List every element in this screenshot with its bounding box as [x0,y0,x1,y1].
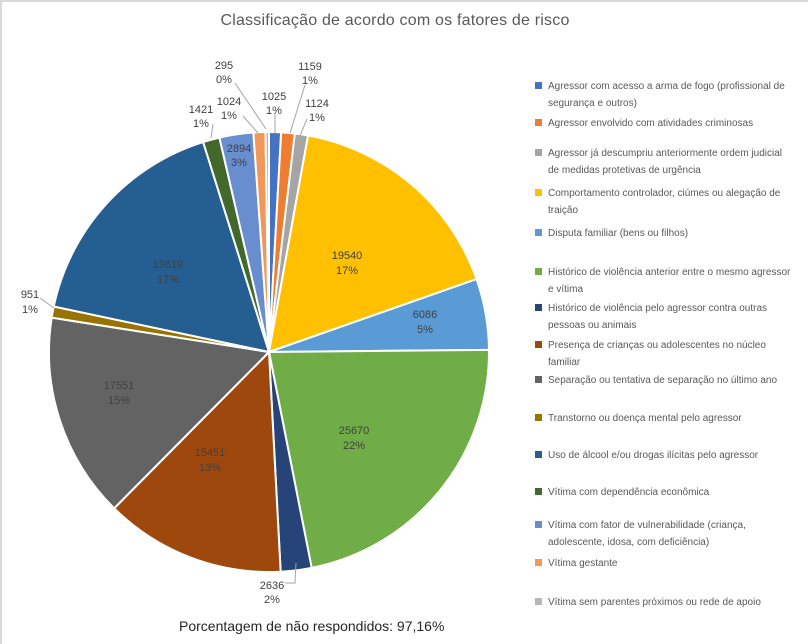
legend-swatch-icon [535,559,542,566]
leader-line [289,84,306,134]
pie-slice [52,141,270,353]
slice-pct-label: 22% [343,440,365,452]
legend-swatch-icon [535,304,542,311]
slice-value-label: 6086 [413,309,437,321]
legend-label: Agressor já descumpriu anteriormente ord… [548,148,782,176]
legend-swatch-icon [535,598,542,605]
legend-swatch-icon [535,341,542,348]
leader-line [234,82,267,130]
legend-label: Agressor envolvido com atividades crimin… [548,118,754,129]
legend-label: Presença de crianças ou adolescentes no … [548,340,766,368]
slice-pct-label: 0% [216,74,232,86]
pie-slice [268,348,490,569]
legend-item: Agressor já descumpriu anteriormente ord… [535,145,793,179]
slice-pct-label: 17% [336,265,358,277]
legend-label: Vítima com dependência econômica [548,487,710,498]
footnote-non-respondents: Porcentagem de não respondidos: 97,16% [179,618,445,634]
slice-pct-label: 3% [231,157,247,169]
legend-item: Disputa familiar (bens ou filhos) [535,225,793,242]
slice-value-label: 1025 [262,91,286,103]
leader-line [299,118,308,137]
legend-item: Uso de álcool e/ou drogas ilícitas pelo … [535,447,793,464]
pie-slice [264,131,270,353]
slice-pct-label: 1% [302,75,318,87]
legend-swatch-icon [535,521,542,528]
legend-item: Comportamento controlador, ciúmes ou ale… [535,185,793,219]
legend-label: Comportamento controlador, ciúmes ou ale… [548,188,781,216]
legend-label: Vítima com fator de vulnerabilidade (cri… [548,520,746,548]
legend-label: Agressor com acesso a arma de fogo (prof… [548,81,785,109]
pie-slice [48,316,270,510]
legend-swatch-icon [535,82,542,89]
legend-item: Vítima gestante [535,555,793,572]
slice-pct-label: 1% [309,112,325,124]
slice-pct-label: 15% [108,395,130,407]
slice-value-label: 2894 [227,143,251,155]
slice-value-label: 1159 [298,61,322,73]
legend-item: Separação ou tentativa de separação no ú… [535,372,793,389]
slice-value-label: 1024 [217,96,241,108]
legend-label: Transtorno ou doença mental pelo agresso… [548,413,742,424]
legend-label: Histórico de violência pelo agressor con… [548,303,767,331]
legend-swatch-icon [535,268,542,275]
legend-label: Histórico de violência anterior entre o … [548,267,791,295]
pie-slice [268,134,478,353]
slice-pct-label: 1% [266,105,282,117]
legend-label: Uso de álcool e/ou drogas ilícitas pelo … [548,450,759,461]
legend-swatch-icon [535,189,542,196]
slice-pct-label: 5% [417,324,433,336]
slice-value-label: 15451 [195,447,226,459]
slice-pct-label: 1% [221,110,237,122]
legend-label: Disputa familiar (bens ou filhos) [548,228,689,239]
legend-swatch-icon [535,488,542,495]
legend-swatch-icon [535,229,542,236]
leader-line [210,123,214,139]
legend-item: Histórico de violência pelo agressor con… [535,300,793,334]
slice-pct-label: 1% [193,118,209,130]
legend-item: Transtorno ou doença mental pelo agresso… [535,410,793,427]
slice-pct-label: 2% [264,594,280,606]
legend-label: Vítima sem parentes próximos ou rede de … [548,597,761,608]
legend-item: Agressor com acesso a arma de fogo (prof… [535,78,793,112]
slice-pct-label: 17% [157,274,179,286]
leader-line [285,562,297,584]
legend-label: Vítima gestante [548,558,618,569]
legend-item: Histórico de violência anterior entre o … [535,264,793,298]
legend-item: Agressor envolvido com atividades crimin… [535,115,793,132]
legend-swatch-icon [535,149,542,156]
legend-swatch-icon [535,414,542,421]
legend-swatch-icon [535,451,542,458]
slice-value-label: 2636 [260,580,284,592]
chart-title: Classificação de acordo com os fatores d… [220,12,570,29]
legend-label: Separação ou tentativa de separação no ú… [548,375,778,386]
slice-pct-label: 1% [22,304,38,316]
slice-value-label: 19540 [332,250,363,262]
slice-value-label: 1421 [189,104,213,116]
legend-item: Vítima com fator de vulnerabilidade (cri… [535,517,793,551]
legend-item: Presença de crianças ou adolescentes no … [535,337,793,371]
slice-value-label: 951 [21,289,39,301]
legend-item: Vítima com dependência econômica [535,484,793,501]
pie-slice [113,351,282,573]
legend-item: Vítima sem parentes próximos ou rede de … [535,594,793,611]
slice-value-label: 17551 [104,380,135,392]
slice-value-label: 25670 [339,425,370,437]
legend: Agressor com acesso a arma de fogo (prof… [535,2,800,644]
slice-value-label: 19619 [153,259,184,271]
legend-swatch-icon [535,376,542,383]
leader-line [242,115,259,134]
slice-pct-label: 13% [199,462,221,474]
leader-line [39,297,55,309]
slice-value-label: 1124 [305,98,329,110]
slice-value-label: 295 [215,60,233,72]
legend-swatch-icon [535,119,542,126]
